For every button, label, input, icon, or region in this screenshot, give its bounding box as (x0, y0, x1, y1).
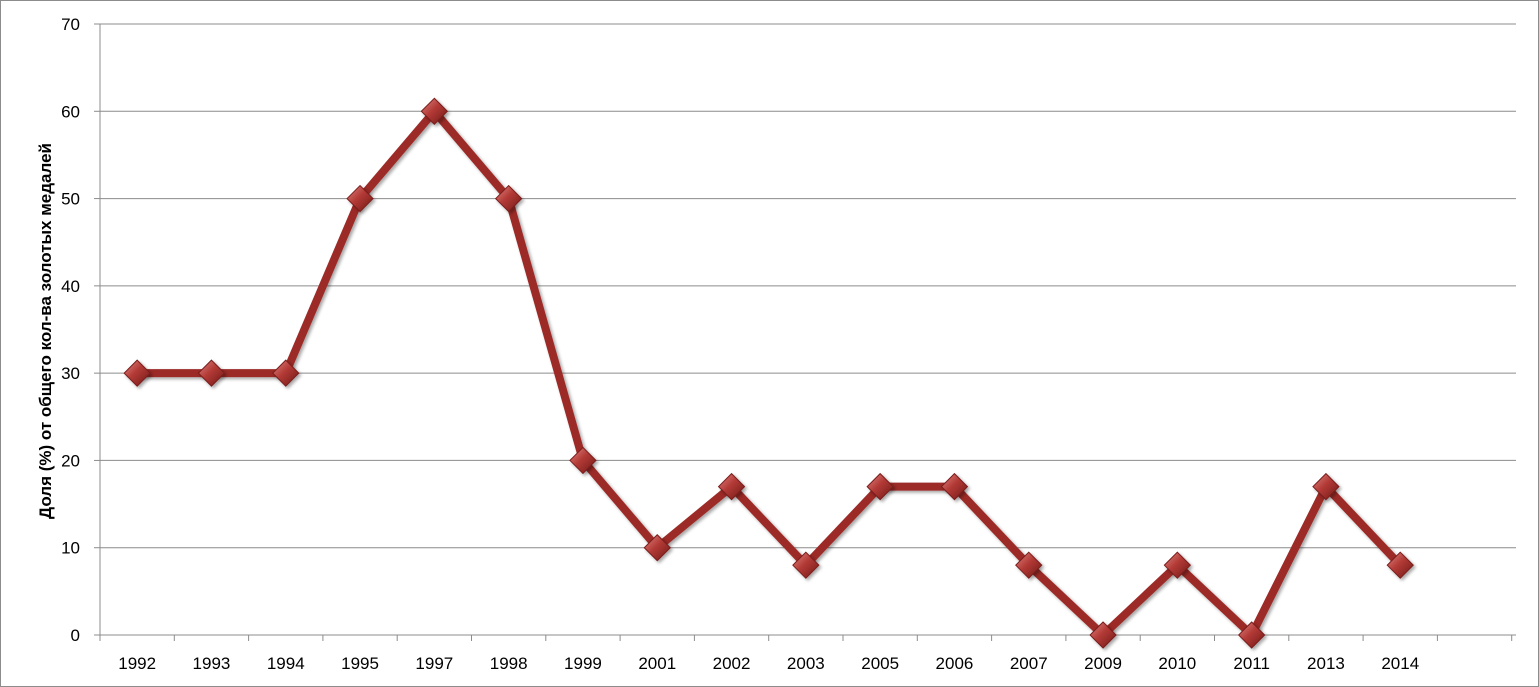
data-point-marker (866, 472, 894, 501)
y-tick-label: 70 (61, 15, 80, 34)
data-point-marker (346, 184, 374, 213)
y-tick-label: 60 (61, 102, 80, 121)
gridlines (100, 23, 1516, 549)
x-tick-label: 1993 (193, 654, 231, 673)
x-tick-label: 2001 (638, 654, 676, 673)
x-tick-label: 1994 (267, 654, 305, 673)
x-tick-label: 2014 (1381, 654, 1419, 673)
data-markers (123, 97, 1414, 649)
data-point-marker (940, 472, 969, 501)
x-tick-label: 2013 (1307, 654, 1345, 673)
x-tick-label: 2007 (1010, 654, 1048, 673)
x-tick-label: 2002 (713, 654, 751, 673)
data-point-marker (569, 446, 597, 475)
data-point-marker (494, 184, 523, 213)
x-tick-label: 2006 (936, 654, 974, 673)
x-tick-label: 1997 (415, 654, 453, 673)
y-axis-tick-labels: 0 10 20 30 40 50 60 70 (61, 15, 80, 645)
y-tick-label: 30 (61, 364, 80, 383)
y-tick-label: 40 (61, 277, 80, 296)
data-point-marker (1089, 621, 1117, 649)
x-tick-label: 2010 (1158, 654, 1196, 673)
data-point-marker (1163, 551, 1192, 579)
x-tick-label: 2009 (1084, 654, 1122, 673)
y-tick-label: 10 (61, 539, 80, 558)
x-tick-label: 2005 (861, 654, 899, 673)
x-tick-label: 2003 (787, 654, 825, 673)
data-point-marker (123, 359, 151, 387)
data-point-marker (1015, 551, 1043, 579)
data-point-marker (792, 551, 820, 579)
x-tick-label: 1995 (341, 654, 379, 673)
y-tick-label: 50 (61, 190, 80, 209)
x-tick-label: 1998 (490, 654, 528, 673)
x-tick-label: 2011 (1233, 654, 1270, 673)
data-point-marker (420, 97, 449, 125)
axes (94, 23, 1516, 641)
series-line (133, 107, 1405, 639)
data-point-marker (717, 472, 746, 501)
y-tick-label: 20 (61, 451, 80, 470)
series-line (133, 107, 1405, 639)
y-axis-title: Доля (%) от общего кол-ва золотых медале… (36, 143, 55, 519)
x-tick-label: 1999 (564, 654, 602, 673)
x-tick-label: 1992 (118, 654, 156, 673)
data-point-marker (272, 359, 300, 387)
data-point-marker (1386, 551, 1414, 579)
data-point-marker (197, 359, 226, 387)
x-axis-tick-labels: 1992 1993 1994 1995 1997 1998 1999 2001 2002 2003… (118, 654, 1419, 673)
data-point-marker (1237, 621, 1266, 649)
y-tick-label: 0 (71, 626, 80, 645)
data-point-marker (1312, 472, 1340, 501)
data-point-marker (643, 534, 671, 562)
